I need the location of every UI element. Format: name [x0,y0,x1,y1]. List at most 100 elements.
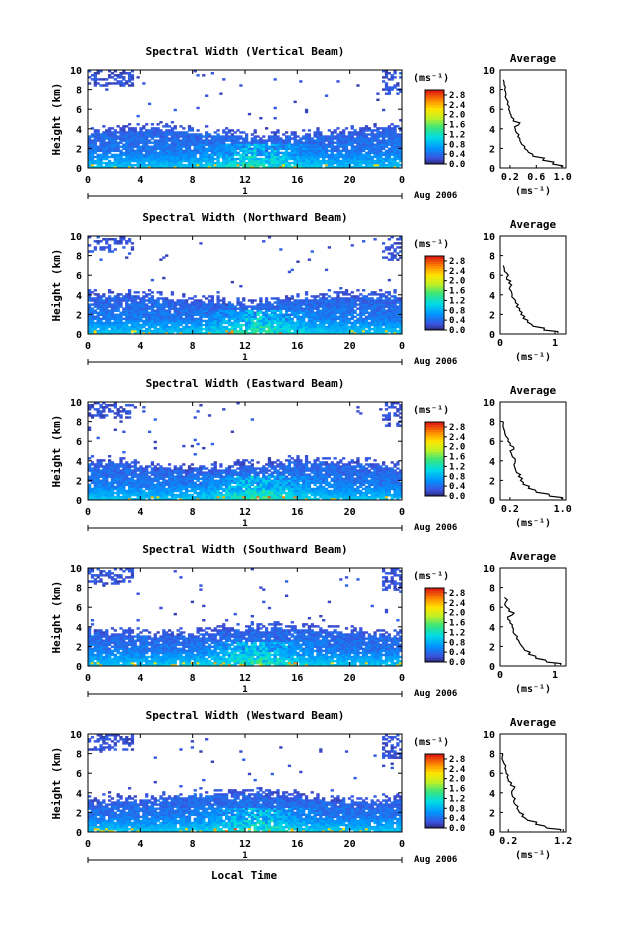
heatmap-cell [282,151,286,155]
heatmap-cell [364,151,369,155]
heatmap-cell [262,151,266,155]
heatmap-cell [347,309,352,312]
heatmap-cell [199,477,203,480]
heatmap-cell [199,323,203,327]
y-tick-label: 4 [76,291,82,302]
heatmap-cell [222,307,226,310]
heatmap-cell [99,327,103,331]
heatmap-cell [99,317,103,321]
heatmap-cell [356,155,360,159]
heatmap-cell [207,139,212,142]
heatmap-cell [162,303,166,306]
heatmap-cell [162,153,166,157]
heatmap-cell [387,319,391,323]
heatmap-cell [187,145,192,148]
heatmap-cell [147,289,152,292]
heatmap-cell [322,141,326,144]
heatmap-cell [199,303,203,306]
heatmap-cell [259,145,263,148]
heatmap-cell [344,307,349,310]
heatmap-cell [319,299,323,302]
heatmap-cell [127,493,132,497]
heatmap-cell [379,145,383,148]
heatmap-cell [170,303,175,306]
heatmap-cell [190,467,195,470]
heatmap-cell [382,329,386,333]
heatmap-cell [90,497,95,501]
heatmap-cell [353,331,357,335]
heatmap-cell [227,165,232,169]
heatmap-cell [185,307,189,310]
heatmap-cell [376,297,380,300]
heatmap-cell [159,145,163,148]
heatmap-cell [93,165,97,169]
heatmap-cell [310,325,314,329]
heatmap-cell [367,329,371,333]
heatmap-cell [327,139,332,142]
heatmap-cell [130,76,135,79]
heatmap-cell [99,481,103,485]
heatmap-cell [387,248,391,251]
heatmap-cell [96,479,100,483]
heatmap-cell [156,483,160,487]
heatmap-cell [219,307,223,310]
heatmap-cell [324,313,329,317]
heatmap-cell [342,129,346,132]
heatmap-cell [367,133,371,136]
heatmap-cell [116,331,120,335]
heatmap-cell [125,416,129,419]
heatmap-cell [227,307,232,310]
heatmap-cell [230,135,234,138]
heatmap-cell [173,315,177,319]
heatmap-cell [399,159,403,163]
heatmap-cell [353,323,357,327]
heatmap-cell [99,297,103,300]
heatmap-cell [162,317,166,321]
heatmap-cell [270,161,274,165]
heatmap-cell [222,139,226,142]
heatmap-cell [185,471,189,474]
heatmap-cell [133,323,137,327]
heatmap-cell [130,153,135,157]
heatmap-cell [270,151,274,155]
heatmap-cell [139,331,143,335]
heatmap-cell [125,153,129,157]
heatmap-cell [276,321,280,325]
heatmap-cell [136,305,140,308]
heatmap-cell [187,469,192,472]
heatmap-cell [330,165,334,169]
heatmap-cell [230,139,234,142]
heatmap-cell [99,70,103,73]
heatmap-cell [116,329,120,333]
heatmap-cell [130,248,135,251]
heatmap-cell [187,473,192,476]
heatmap-cell [119,159,123,163]
heatmap-cell [384,319,389,323]
heatmap-cell [384,76,389,79]
heatmap-cell [122,430,126,434]
heatmap-cell [382,137,386,140]
heatmap-cell [99,319,103,323]
heatmap-cell [264,161,269,165]
heatmap-cell [253,145,257,148]
heatmap-cell [396,147,400,151]
heatmap-cell [127,137,132,140]
heatmap-cell [230,157,234,161]
heatmap-cell [116,131,120,134]
heatmap-cell [190,481,195,485]
heatmap-cell [179,489,183,493]
heatmap-cell [165,311,169,314]
heatmap-cell [130,151,135,155]
heatmap-cell [399,246,403,249]
heatmap-cell [127,123,132,126]
heatmap-cell [273,155,277,159]
heatmap-cell [99,139,103,142]
heatmap-cell [173,147,177,151]
heatmap-cell [387,133,391,136]
heatmap-cell [165,301,169,304]
heatmap-cell [230,331,234,335]
heatmap-cell [159,141,163,144]
heatmap-cell [130,485,135,489]
heatmap-cell [393,305,397,308]
heatmap-cell [173,465,177,468]
